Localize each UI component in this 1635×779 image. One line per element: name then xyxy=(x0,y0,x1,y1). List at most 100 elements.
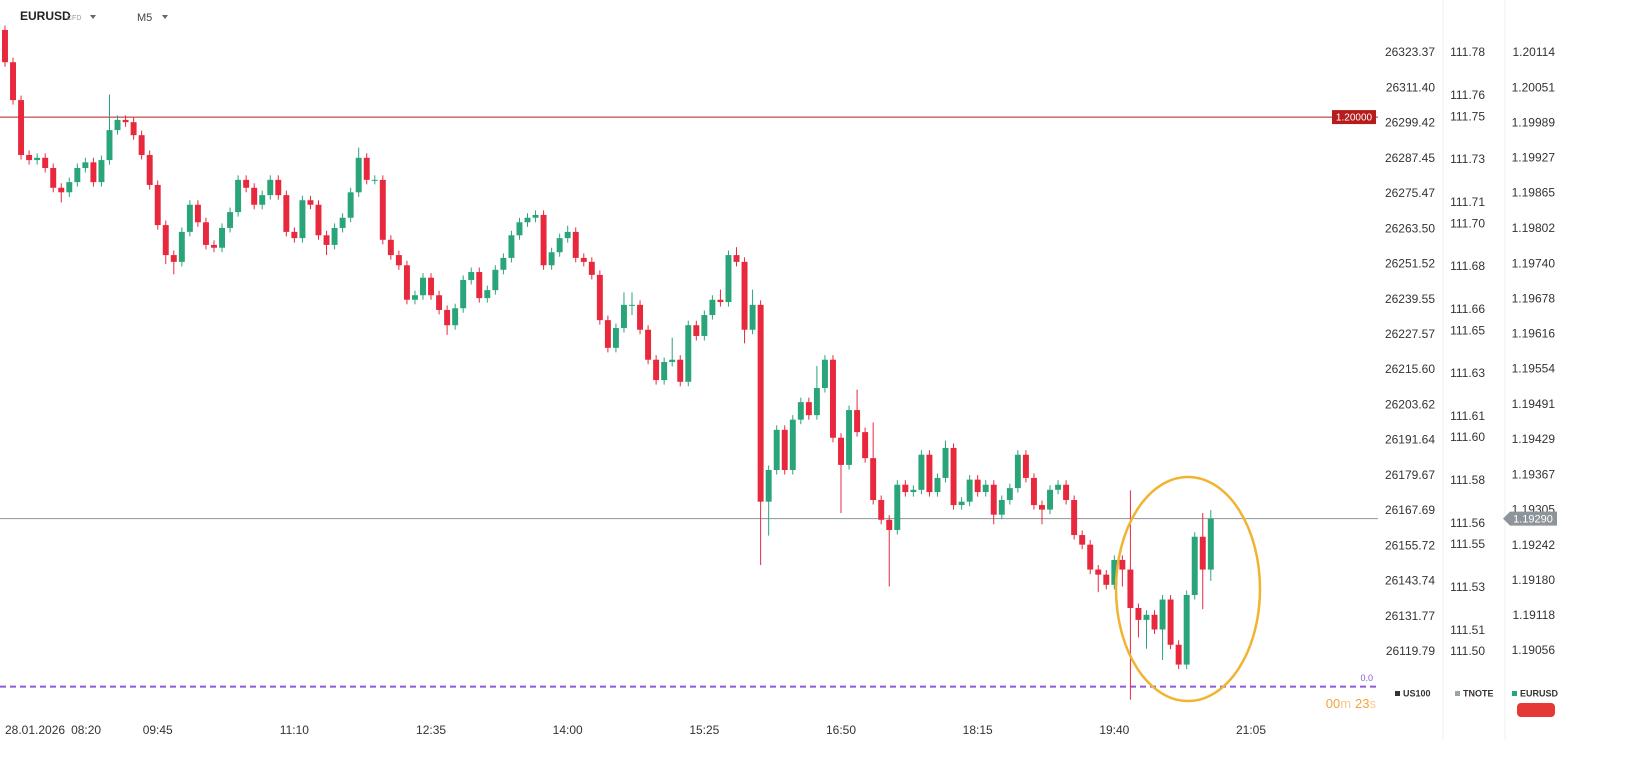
legend-label[interactable]: EURUSD xyxy=(1520,688,1559,698)
candle-body xyxy=(371,179,378,181)
candle-body xyxy=(379,179,386,240)
candle-body xyxy=(275,179,282,196)
y-tick-label: 111.51 xyxy=(1450,623,1485,637)
candle-body xyxy=(1071,499,1078,536)
x-tick-label: 16:50 xyxy=(826,723,856,737)
y-tick-label: 1.20051 xyxy=(1512,80,1556,94)
candle-body xyxy=(291,231,298,239)
highlight-ellipse xyxy=(1114,475,1262,703)
price-tag-label: 1.20000 xyxy=(1336,113,1373,124)
candle-body xyxy=(838,437,844,465)
dropdown-caret[interactable] xyxy=(162,15,168,19)
legend-label[interactable]: US100 xyxy=(1403,688,1431,698)
candle-body xyxy=(1022,454,1029,478)
dropdown-caret[interactable] xyxy=(90,15,96,19)
candle-body xyxy=(1111,559,1118,585)
x-tick-label: 15:25 xyxy=(689,723,719,737)
candle-body xyxy=(620,304,627,329)
y-tick-label: 26215.60 xyxy=(1385,362,1435,376)
y-tick-label: 111.56 xyxy=(1450,516,1485,530)
candle-body xyxy=(516,222,523,236)
candle-body xyxy=(701,315,708,336)
candle-body xyxy=(556,238,563,253)
y-tick-label: 26251.52 xyxy=(1385,257,1435,271)
candle-body xyxy=(122,119,129,123)
y-tick-label: 1.19180 xyxy=(1512,573,1556,587)
y-tick-label: 111.73 xyxy=(1450,152,1485,166)
timeframe[interactable]: M5 xyxy=(137,12,152,24)
countdown-part: m xyxy=(1340,696,1351,711)
candle-body xyxy=(331,227,338,245)
candle-body xyxy=(902,484,909,493)
y-tick-label: 1.19118 xyxy=(1513,608,1556,622)
x-tick-label: 12:35 xyxy=(416,723,446,737)
candle-body xyxy=(10,62,16,101)
candle-body xyxy=(741,261,748,330)
candle-body xyxy=(612,328,619,348)
candle-body xyxy=(1167,599,1174,645)
candle-body xyxy=(532,214,539,218)
y-tick-label: 26263.50 xyxy=(1385,221,1435,235)
candle-body xyxy=(693,325,700,336)
candle-body xyxy=(1079,535,1086,545)
candle-body xyxy=(403,265,410,300)
candle-body xyxy=(98,160,105,183)
candle-body xyxy=(299,200,306,239)
y-tick-label: 1.19367 xyxy=(1512,467,1556,481)
active-indicator[interactable] xyxy=(1517,703,1555,717)
y-tick-label: 26203.62 xyxy=(1385,397,1435,411)
candle-body xyxy=(1207,518,1214,570)
y-tick-label: 26323.37 xyxy=(1385,45,1435,59)
y-tick-label: 111.76 xyxy=(1450,88,1485,102)
candle-body xyxy=(1135,608,1142,620)
legend-swatch xyxy=(1395,691,1400,696)
candle-body xyxy=(154,184,161,226)
y-tick-label: 1.19989 xyxy=(1512,115,1556,129)
y-tick-label: 26191.64 xyxy=(1385,433,1435,447)
legend-swatch xyxy=(1512,691,1517,696)
candle-body xyxy=(637,304,644,330)
candle-body xyxy=(178,231,185,262)
y-tick-label: 26299.42 xyxy=(1385,116,1435,130)
symbol[interactable]: EURUSD xyxy=(20,9,71,23)
candle-body xyxy=(251,187,258,205)
fib-label: 0.0 xyxy=(1360,673,1373,683)
price-tag xyxy=(1503,511,1557,526)
candle-body xyxy=(18,100,25,155)
candle-body xyxy=(307,200,314,205)
candle-body xyxy=(1047,489,1053,510)
candle-body xyxy=(1006,488,1013,500)
candle-body xyxy=(460,279,467,309)
candle-body xyxy=(725,255,732,303)
candle-body xyxy=(1127,569,1134,609)
candle-body xyxy=(918,454,925,490)
y-tick-label: 111.60 xyxy=(1450,430,1485,444)
x-tick-label: 09:45 xyxy=(143,723,173,737)
legend-label[interactable]: TNOTE xyxy=(1463,688,1494,698)
x-date-label: 28.01.2026 xyxy=(5,723,65,737)
candle-body xyxy=(138,135,145,155)
candle-body xyxy=(395,255,402,266)
candle-body xyxy=(162,225,169,256)
candle-body xyxy=(186,204,193,232)
candle-body xyxy=(596,274,603,321)
y-tick-label: 1.19865 xyxy=(1512,186,1556,200)
y-tick-label: 26239.55 xyxy=(1385,292,1435,306)
candle-body xyxy=(323,235,330,245)
candle-body xyxy=(26,154,33,161)
candle-body xyxy=(411,295,418,300)
candle-body xyxy=(82,162,89,168)
candle-body xyxy=(508,235,515,258)
candle-body xyxy=(998,499,1005,515)
x-tick-label: 14:00 xyxy=(553,723,583,737)
candle-body xyxy=(355,157,362,193)
y-tick-label: 26227.57 xyxy=(1385,327,1435,341)
candle-body xyxy=(1119,559,1126,570)
candle-body xyxy=(894,484,901,530)
y-tick-label: 111.65 xyxy=(1450,323,1485,337)
candle-body xyxy=(1055,484,1062,490)
candle-body xyxy=(219,227,226,248)
candle-body xyxy=(194,204,201,223)
candle-body xyxy=(66,182,73,193)
